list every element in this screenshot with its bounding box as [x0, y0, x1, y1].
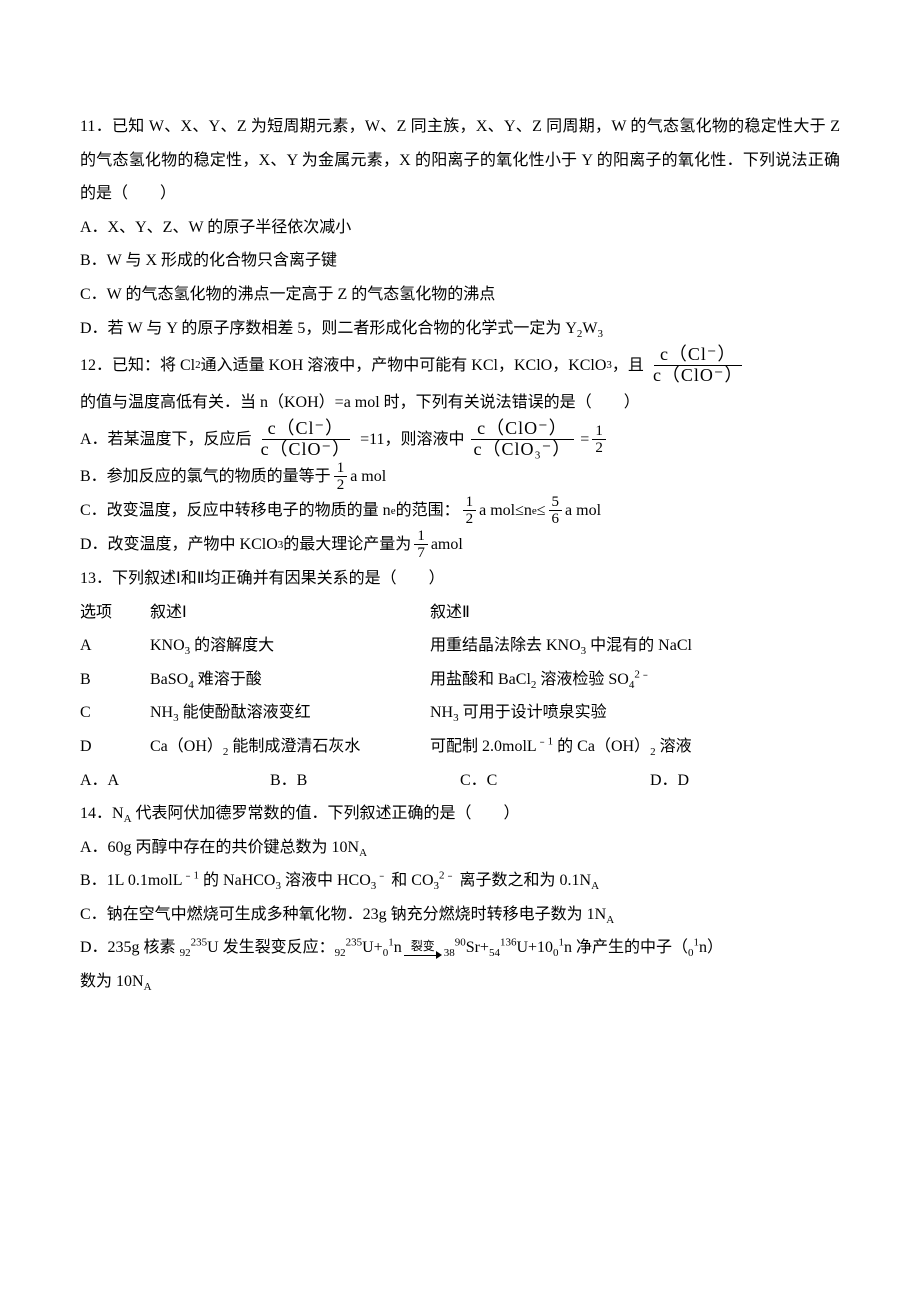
- table-cell: A: [80, 629, 150, 663]
- table-cell: D: [80, 730, 150, 764]
- q13-choices: A．A B．B C．C D．D: [80, 764, 840, 798]
- q14-option-c: C．钠在空气中燃烧可生成多种氧化物．23g 钠充分燃烧时转移电子数为 1NA: [80, 898, 840, 932]
- q11-option-a: A．X、Y、Z、W 的原子半径依次减小: [80, 211, 840, 245]
- table-header: 叙述Ⅰ: [150, 596, 430, 630]
- q12-stem-line2: 的值与温度高低有关．当 n（KOH）=a mol 时，下列有关说法错误的是（ ）: [80, 386, 840, 420]
- answer-slot: （ ）: [381, 562, 445, 596]
- fraction: 5 6: [549, 494, 563, 528]
- q13-stem: 13．下列叙述Ⅰ和Ⅱ均正确并有因果关系的是（ ）: [80, 562, 840, 596]
- fraction-cl-clo: c（Cl⁻） c（ClO⁻）: [647, 345, 750, 386]
- table-cell: BaSO4 难溶于酸: [150, 663, 430, 697]
- table-cell: Ca（OH）2 能制成澄清石灰水: [150, 730, 430, 764]
- answer-slot: （ ）: [456, 797, 520, 831]
- fraction: c（Cl⁻） c（ClO⁻）: [255, 419, 358, 460]
- table-cell: B: [80, 663, 150, 697]
- fraction: 1 2: [592, 423, 606, 457]
- q13-table: 选项 叙述Ⅰ 叙述Ⅱ A KNO3 的溶解度大 用重结晶法除去 KNO3 中混有…: [80, 596, 840, 764]
- q14-option-b: B．1L 0.1molL﹣1 的 NaHCO3 溶液中 HCO3﹣ 和 CO32…: [80, 864, 840, 898]
- table-header: 叙述Ⅱ: [430, 596, 840, 630]
- table-cell: NH3 可用于设计喷泉实验: [430, 696, 840, 730]
- fraction: 1 7: [414, 528, 428, 562]
- reaction-arrow-icon: 裂变: [404, 938, 442, 960]
- q13-choice-a: A．A: [80, 764, 270, 798]
- q13-choice-d: D．D: [650, 764, 840, 798]
- q14-option-d: D．235g 核素 92235U 发生裂变反应：92235U+01n裂变3890…: [80, 931, 840, 965]
- fraction: 1 2: [463, 494, 477, 528]
- q14-stem: 14．NA 代表阿伏加德罗常数的值．下列叙述正确的是（ ）: [80, 797, 840, 831]
- table-cell: 可配制 2.0molL﹣1 的 Ca（OH）2 溶液: [430, 730, 840, 764]
- q12-option-a: A．若某温度下，反应后 c（Cl⁻） c（ClO⁻） =11，则溶液中 c（Cl…: [80, 419, 840, 460]
- answer-slot: （ ）: [112, 177, 176, 211]
- table-cell: NH3 能使酚酞溶液变红: [150, 696, 430, 730]
- q11-option-b: B．W 与 X 形成的化合物只含离子键: [80, 244, 840, 278]
- q12-option-c: C．改变温度，反应中转移电子的物质的量 ne 的范围： 1 2 a mol≤ne…: [80, 494, 840, 528]
- q14-option-d-line2: 数为 10NA: [80, 965, 840, 999]
- q11-stem-text: 11．已知 W、X、Y、Z 为短周期元素，W、Z 同主族，X、Y、Z 同周期，W…: [80, 118, 840, 202]
- fraction: 1 2: [334, 460, 348, 494]
- table-cell: 用重结晶法除去 KNO3 中混有的 NaCl: [430, 629, 840, 663]
- q12-stem-line1: 12．已知：将 Cl2 通入适量 KOH 溶液中，产物中可能有 KCl，KClO…: [80, 345, 840, 386]
- q11-option-c: C．W 的气态氢化物的沸点一定高于 Z 的气态氢化物的沸点: [80, 278, 840, 312]
- q12-option-b: B．参加反应的氯气的物质的量等于 1 2 a mol: [80, 460, 840, 494]
- q12-option-d: D．改变温度，产物中 KClO3 的最大理论产量为 1 7 amol: [80, 528, 840, 562]
- q13-choice-b: B．B: [270, 764, 460, 798]
- q11-option-d: D．若 W 与 Y 的原子序数相差 5，则二者形成化合物的化学式一定为 Y2W3: [80, 312, 840, 346]
- table-cell: KNO3 的溶解度大: [150, 629, 430, 663]
- table-header: 选项: [80, 596, 150, 630]
- table-cell: 用盐酸和 BaCl2 溶液检验 SO42﹣: [430, 663, 840, 697]
- q11-stem: 11．已知 W、X、Y、Z 为短周期元素，W、Z 同主族，X、Y、Z 同周期，W…: [80, 110, 840, 211]
- table-cell: C: [80, 696, 150, 730]
- answer-slot: （ ）: [576, 386, 640, 420]
- q13-choice-c: C．C: [460, 764, 650, 798]
- q14-option-a: A．60g 丙醇中存在的共价键总数为 10NA: [80, 831, 840, 865]
- fraction: c（ClO⁻） c（ClO₃⁻）: [468, 419, 578, 460]
